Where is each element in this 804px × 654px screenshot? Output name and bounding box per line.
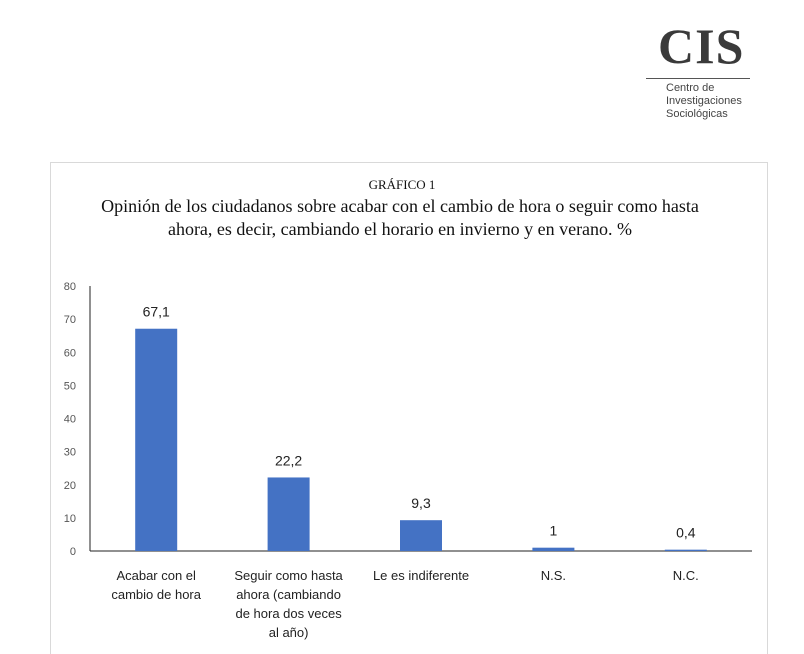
- category-label: Acabar con el cambio de hora: [111, 568, 201, 602]
- chart-frame: [50, 162, 768, 654]
- bar: [400, 520, 442, 551]
- category-label: N.S.: [541, 568, 566, 583]
- category-label: Le es indiferente: [373, 568, 469, 583]
- logo-subtitle: Centro de Investigaciones Sociológicas: [666, 82, 770, 121]
- logo-line: Sociológicas: [666, 108, 728, 120]
- y-tick-label: 20: [64, 480, 76, 492]
- y-tick-label: 0: [70, 546, 76, 558]
- y-tick-label: 70: [64, 314, 76, 326]
- logo-line: Investigaciones: [666, 95, 742, 107]
- logo-line: Centro de: [666, 82, 715, 94]
- logo-divider: [646, 78, 750, 79]
- category-label: Seguir como hasta ahora (cambiando de hora…: [234, 568, 343, 640]
- value-label: 67,1: [143, 304, 170, 320]
- bar: [664, 549, 707, 551]
- logo-mark: CIS: [658, 18, 745, 74]
- bar: [135, 328, 178, 551]
- value-label: 22,2: [275, 452, 302, 468]
- value-label: 9,3: [411, 495, 431, 511]
- bar: [532, 547, 575, 551]
- cis-logo: CIS Centro de Investigaciones Sociológic…: [630, 18, 770, 158]
- y-tick-label: 40: [64, 414, 76, 426]
- bar: [267, 477, 310, 551]
- chart-title: Opinión de los ciudadanos sobre acabar c…: [101, 196, 699, 239]
- category-label: N.C.: [673, 568, 699, 583]
- chart-kicker: GRÁFICO 1: [368, 177, 436, 192]
- y-tick-label: 30: [64, 447, 76, 459]
- value-label: 0,4: [676, 525, 696, 541]
- y-tick-label: 10: [64, 513, 76, 525]
- y-tick-label: 60: [64, 347, 76, 359]
- value-label: 1: [550, 523, 558, 539]
- y-tick-label: 80: [64, 281, 76, 293]
- y-tick-label: 50: [64, 380, 76, 392]
